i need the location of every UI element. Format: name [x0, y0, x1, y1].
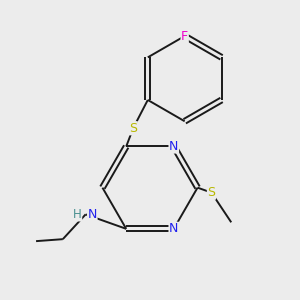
Text: S: S — [207, 186, 215, 199]
Text: N: N — [88, 208, 97, 221]
Text: S: S — [129, 122, 137, 135]
Text: F: F — [181, 30, 188, 43]
Text: N: N — [169, 140, 178, 153]
Text: H: H — [73, 208, 82, 221]
Text: N: N — [169, 222, 178, 235]
